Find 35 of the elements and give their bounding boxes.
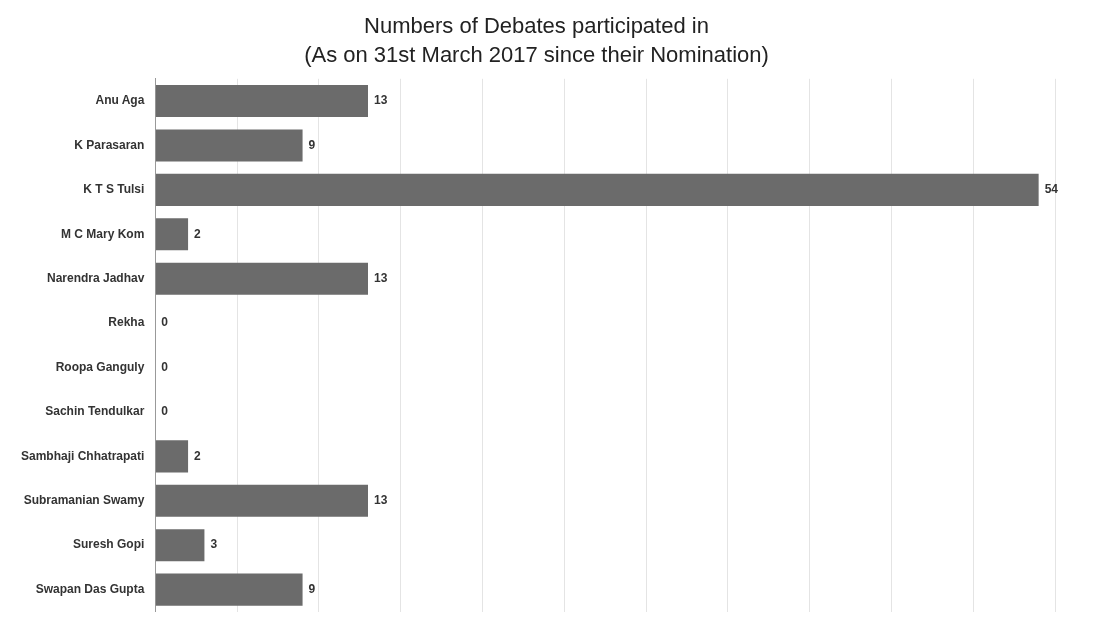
- y-tick-label: M C Mary Kom: [61, 226, 145, 241]
- y-tick-label: Subramanian Swamy: [23, 493, 145, 508]
- bar: [155, 573, 303, 606]
- data-label: 9: [308, 137, 316, 152]
- y-tick-label: Sambhaji Chhatrapati: [21, 448, 145, 463]
- bar: [155, 262, 368, 295]
- bar: [155, 484, 368, 517]
- data-label: 13: [374, 270, 388, 285]
- data-label: 0: [161, 404, 169, 419]
- y-tick-label: K T S Tulsi: [83, 182, 145, 197]
- chart-title: Numbers of Debates participated in: [364, 13, 709, 39]
- bar: [155, 129, 303, 162]
- y-tick-label: Roopa Ganguly: [55, 359, 145, 374]
- data-label: 3: [210, 537, 218, 552]
- y-tick-label: Sachin Tendulkar: [45, 404, 145, 419]
- y-tick-label: Rekha: [108, 315, 145, 330]
- chart-subtitle: (As on 31st March 2017 since their Nomination): [304, 41, 769, 67]
- bar: [155, 218, 189, 251]
- data-label: 0: [161, 359, 169, 374]
- y-tick-label: Swapan Das Gupta: [35, 581, 145, 596]
- data-label: 9: [308, 581, 316, 596]
- data-label: 13: [374, 93, 388, 108]
- data-label: 0: [161, 315, 169, 330]
- y-tick-label: K Parasaran: [74, 137, 145, 152]
- data-label: 2: [194, 226, 202, 241]
- y-tick-label: Narendra Jadhav: [46, 270, 145, 285]
- y-tick-label: Anu Aga: [95, 93, 145, 108]
- bar: [155, 440, 189, 473]
- data-label: 2: [194, 448, 202, 463]
- bar: [155, 84, 368, 118]
- y-tick-label: Suresh Gopi: [73, 537, 145, 552]
- data-label: 13: [374, 493, 388, 508]
- bar: [155, 173, 1039, 206]
- data-label: 54: [1044, 182, 1059, 197]
- bar: [155, 529, 205, 562]
